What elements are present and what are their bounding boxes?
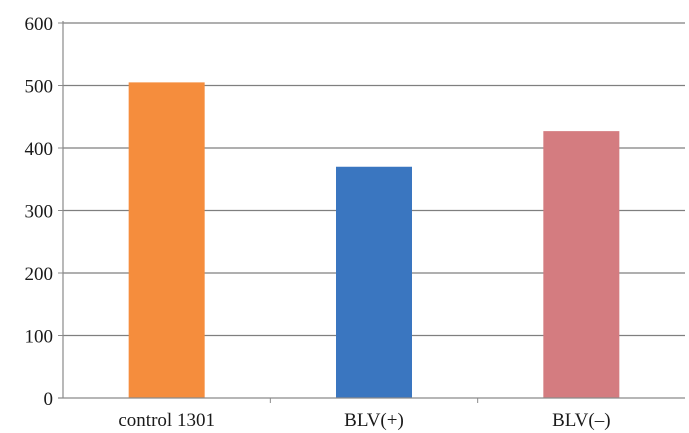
y-tick-label-100: 100 (25, 327, 54, 348)
y-tick-label-400: 400 (25, 139, 54, 160)
bar-2 (336, 166, 412, 398)
x-tick-label-2: BLV(+) (344, 410, 404, 431)
y-tick-label-200: 200 (25, 264, 54, 285)
x-tick-labels: control 1301 BLV(+) BLV(–) (118, 410, 610, 431)
y-tick-label-0: 0 (44, 389, 54, 410)
bar-3 (543, 131, 620, 398)
y-tick-labels: 0 100 200 300 400 500 600 (25, 14, 54, 410)
x-tick-label-1: control 1301 (118, 410, 215, 431)
y-tick-label-300: 300 (25, 202, 54, 223)
y-tick-label-600: 600 (25, 14, 54, 35)
x-tick-label-3: BLV(–) (552, 410, 610, 431)
bars (128, 82, 620, 398)
axes (58, 21, 685, 403)
bar-1 (128, 82, 205, 398)
y-tick-label-500: 500 (25, 77, 54, 98)
